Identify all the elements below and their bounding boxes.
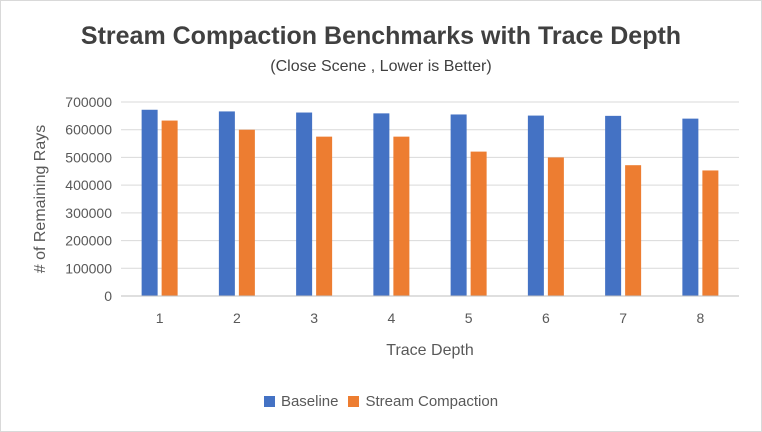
y-axis-title: # of Remaining Rays: [32, 125, 49, 274]
x-tick-label: 7: [619, 310, 627, 326]
legend-item-stream-compaction[interactable]: Stream Compaction: [348, 393, 498, 410]
bar-stream-compaction-8[interactable]: [702, 170, 719, 296]
bars: [141, 109, 719, 297]
legend-label-baseline: Baseline: [280, 393, 339, 410]
grid-lines: [121, 101, 739, 269]
x-axis-ticks: 1 2 3 4 5 6 7 8: [156, 310, 705, 326]
bar-baseline-6[interactable]: [527, 115, 544, 296]
bar-baseline-7[interactable]: [605, 115, 622, 296]
bar-stream-compaction-6[interactable]: [547, 157, 564, 296]
bar-stream-compaction-1[interactable]: [161, 120, 178, 296]
y-tick-label: 200000: [65, 233, 112, 249]
x-axis-title: Trace Depth: [386, 342, 473, 359]
y-axis-ticks: 0 100000 200000 300000 400000 500000 600000 700…: [65, 94, 112, 304]
legend: Baseline Stream Compaction: [0, 393, 762, 410]
bar-baseline-5[interactable]: [450, 114, 467, 296]
legend-label-stream-compaction: Stream Compaction: [365, 393, 499, 410]
x-tick-label: 2: [233, 310, 241, 326]
y-tick-label: 300000: [65, 205, 112, 221]
x-tick-label: 1: [156, 310, 164, 326]
y-tick-label: 600000: [65, 122, 112, 138]
bar-stream-compaction-2[interactable]: [238, 129, 255, 296]
bar-stream-compaction-5[interactable]: [470, 151, 487, 296]
y-tick-label: 100000: [65, 260, 112, 276]
bar-stream-compaction-4[interactable]: [393, 136, 410, 296]
legend-swatch-stream-compaction: [348, 396, 360, 407]
bar-baseline-1[interactable]: [141, 109, 158, 296]
y-tick-label: 400000: [65, 177, 112, 193]
bar-baseline-3[interactable]: [296, 112, 313, 296]
legend-swatch-baseline: [263, 396, 275, 407]
y-tick-label: 0: [104, 288, 112, 304]
x-tick-label: 6: [542, 310, 550, 326]
legend-item-baseline[interactable]: Baseline: [263, 393, 339, 410]
y-tick-label: 700000: [65, 94, 112, 110]
x-tick-label: 5: [465, 310, 473, 326]
bar-baseline-4[interactable]: [373, 113, 390, 296]
y-tick-label: 500000: [65, 149, 112, 165]
bar-stream-compaction-3[interactable]: [316, 136, 333, 296]
bar-baseline-2[interactable]: [218, 111, 235, 297]
x-tick-label: 4: [387, 310, 395, 326]
chart-title: Stream Compaction Benchmarks with Trace …: [80, 22, 682, 50]
x-tick-label: 3: [310, 310, 318, 326]
bar-stream-compaction-7[interactable]: [625, 165, 642, 296]
chart-subtitle: (Close Scene , Lower is Better): [270, 58, 492, 75]
bar-baseline-8[interactable]: [682, 118, 699, 296]
x-tick-label: 8: [696, 310, 704, 326]
